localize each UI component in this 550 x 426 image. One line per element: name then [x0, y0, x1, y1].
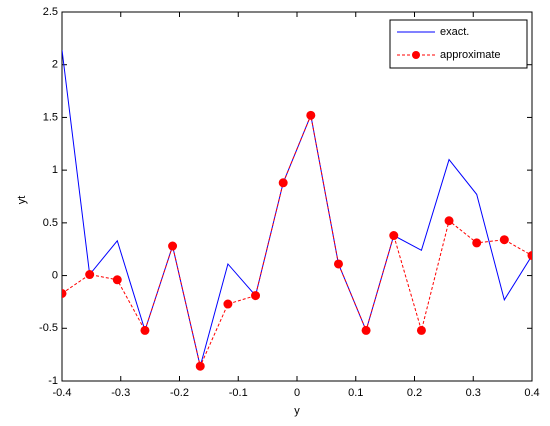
x-tick-label: -0.1 [229, 387, 248, 399]
x-tick-label: 0.4 [524, 387, 539, 399]
y-tick-label: -0.5 [39, 322, 58, 334]
data-point [140, 325, 150, 335]
legend-marker [412, 51, 420, 59]
legend-box [389, 19, 528, 69]
data-point [62, 288, 67, 298]
x-tick-label: 0.1 [348, 387, 363, 399]
data-point [333, 259, 343, 269]
series-line [62, 113, 532, 368]
data-point [306, 110, 316, 120]
plot-area [61, 11, 533, 382]
y-tick-label: 1.5 [43, 111, 58, 123]
x-tick-label: -0.2 [170, 387, 189, 399]
y-tick-label: 1 [52, 164, 58, 176]
y-tick-label: 2 [52, 59, 58, 71]
y-axis-label: yt [16, 196, 28, 205]
data-point [85, 270, 95, 280]
x-tick-label: 0.3 [466, 387, 481, 399]
y-tick-label: 0.5 [43, 217, 58, 229]
data-point [251, 291, 261, 301]
legend-label: exact. [440, 26, 469, 38]
data-point [444, 216, 454, 226]
data-point [389, 231, 399, 241]
data-point [278, 178, 288, 188]
data-point [472, 238, 482, 248]
data-point [112, 275, 122, 285]
x-tick-label: -0.4 [53, 387, 72, 399]
legend-label: approximate [440, 49, 501, 61]
y-tick-label: 2.5 [43, 6, 58, 18]
data-point [168, 241, 178, 251]
y-tick-label: -1 [48, 375, 58, 387]
data-point [527, 251, 532, 261]
x-tick-label: 0.2 [407, 387, 422, 399]
data-point [499, 235, 509, 245]
x-tick-label: -0.3 [111, 387, 130, 399]
data-point [361, 325, 371, 335]
data-point [195, 361, 205, 371]
x-axis-label: y [294, 405, 300, 417]
data-point [223, 299, 233, 309]
data-point [416, 325, 426, 335]
y-tick-label: 0 [52, 269, 58, 281]
x-tick-label: 0 [294, 387, 300, 399]
plot-layer [62, 49, 532, 371]
